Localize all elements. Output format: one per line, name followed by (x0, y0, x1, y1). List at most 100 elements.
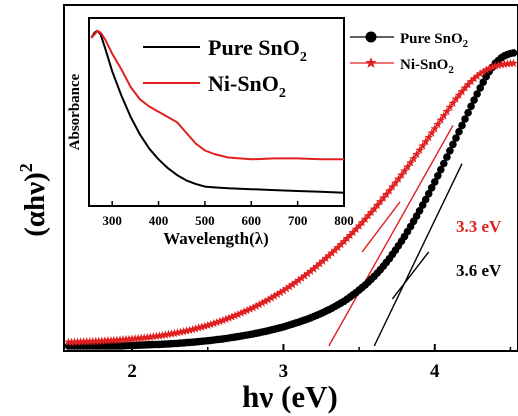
data-point-ni-sno2 (454, 90, 464, 99)
data-point-pure-sno2 (440, 159, 448, 168)
data-point-ni-sno2 (218, 315, 228, 325)
data-point-ni-sno2 (106, 335, 116, 345)
main-legend: Pure SnO2 Ni-SnO2 (350, 31, 469, 76)
data-point-pure-sno2 (461, 115, 469, 123)
data-point-ni-sno2 (400, 166, 409, 175)
data-point-ni-sno2 (448, 98, 458, 107)
data-point-ni-sno2 (394, 174, 403, 183)
data-point-ni-sno2 (354, 221, 364, 230)
data-point-ni-sno2 (276, 287, 285, 297)
main-legend-label-ni-sub: 2 (448, 64, 454, 76)
data-point-ni-sno2 (457, 86, 467, 96)
data-point-ni-sno2 (194, 323, 204, 332)
data-point-ni-sno2 (70, 337, 79, 346)
data-point-ni-sno2 (309, 264, 319, 273)
data-point-ni-sno2 (212, 317, 222, 327)
data-point-ni-sno2 (248, 303, 258, 312)
label-pointer-line-red (361, 201, 401, 253)
data-point-ni-sno2 (279, 286, 288, 295)
data-point-ni-sno2 (173, 328, 182, 337)
data-point-ni-sno2 (481, 65, 491, 74)
inset-x-tick-labels: 300 400 500 600 700 800 (102, 201, 354, 228)
data-point-ni-sno2 (88, 336, 98, 346)
data-point-ni-sno2 (245, 304, 255, 313)
data-point-ni-sno2 (291, 277, 300, 287)
data-point-ni-sno2 (167, 329, 176, 338)
data-point-ni-sno2 (273, 289, 282, 299)
main-x-axis-label: hν (eV) (242, 379, 338, 414)
data-point-ni-sno2 (127, 334, 137, 343)
data-point-ni-sno2 (179, 326, 188, 336)
data-point-ni-sno2 (294, 275, 303, 285)
data-point-ni-sno2 (97, 336, 107, 345)
data-point-ni-sno2 (76, 337, 86, 346)
data-point-ni-sno2 (442, 106, 452, 116)
inset-plot-frame (88, 17, 345, 207)
main-x-tick-labels: 2 3 4 (127, 344, 512, 382)
data-point-ni-sno2 (124, 334, 134, 343)
main-legend-label-ni-base: Ni-SnO (400, 57, 448, 73)
data-point-ni-sno2 (79, 337, 89, 346)
main-legend-marker-pure (365, 31, 377, 43)
data-point-ni-sno2 (254, 300, 264, 309)
data-point-ni-sno2 (288, 280, 297, 289)
data-point-ni-sno2 (242, 305, 252, 315)
data-point-ni-sno2 (324, 251, 334, 260)
data-point-ni-sno2 (451, 94, 461, 103)
data-point-ni-sno2 (436, 115, 446, 124)
main-legend-label-pure: Pure SnO2 (400, 31, 469, 50)
data-point-ni-sno2 (421, 137, 431, 146)
inset-x-tick-label: 400 (149, 213, 169, 228)
data-point-ni-sno2 (257, 298, 267, 307)
data-point-ni-sno2 (215, 316, 225, 326)
data-point-ni-sno2 (67, 337, 76, 346)
data-point-ni-sno2 (297, 273, 306, 282)
data-point-ni-sno2 (490, 61, 500, 70)
inset-data-series (90, 29, 345, 194)
data-point-ni-sno2 (91, 336, 101, 345)
data-point-ni-sno2 (233, 309, 243, 319)
data-point-ni-sno2 (433, 119, 443, 129)
data-point-pure-sno2 (509, 49, 518, 57)
data-point-ni-sno2 (118, 335, 128, 344)
inset-x-tick-label: 700 (288, 213, 308, 228)
data-point-ni-sno2 (381, 189, 391, 199)
inset-legend-label-pure-base: Pure SnO (208, 35, 300, 60)
main-y-axis-label: (αhν)2 (16, 163, 51, 237)
data-point-ni-sno2 (260, 296, 270, 306)
data-point-pure-sno2 (467, 102, 475, 111)
data-point-ni-sno2 (148, 332, 158, 341)
data-point-pure-sno2 (473, 90, 481, 98)
inset-legend-label-ni-sub: 2 (279, 86, 286, 101)
data-point-ni-sno2 (154, 331, 164, 340)
data-point-ni-sno2 (487, 62, 497, 72)
data-point-ni-sno2 (197, 322, 207, 331)
inset-x-tick-label: 600 (242, 213, 262, 228)
data-point-ni-sno2 (500, 59, 509, 68)
data-point-ni-sno2 (339, 237, 349, 246)
data-point-pure-sno2 (431, 178, 439, 186)
data-point-ni-sno2 (230, 311, 240, 320)
main-y-axis-label-base: (αhν) (19, 172, 51, 237)
inset-legend-label-ni-base: Ni-SnO (208, 71, 279, 96)
data-point-pure-sno2 (449, 140, 457, 149)
data-point-ni-sno2 (418, 141, 428, 150)
data-point-ni-sno2 (161, 330, 170, 339)
data-point-ni-sno2 (439, 111, 449, 120)
inset-legend-label-pure-sub: 2 (300, 50, 307, 65)
data-point-pure-sno2 (443, 153, 451, 161)
data-point-pure-sno2 (464, 108, 472, 117)
data-point-ni-sno2 (463, 80, 473, 89)
data-point-ni-sno2 (363, 211, 373, 220)
data-point-ni-sno2 (182, 326, 191, 335)
data-point-ni-sno2 (269, 291, 279, 300)
data-point-ni-sno2 (306, 266, 316, 276)
data-point-ni-sno2 (145, 332, 155, 341)
data-point-pure-sno2 (476, 84, 485, 92)
data-point-ni-sno2 (430, 124, 440, 133)
data-point-ni-sno2 (266, 293, 276, 302)
main-plot-frame (63, 4, 518, 352)
data-point-ni-sno2 (188, 324, 198, 334)
data-point-ni-sno2 (388, 182, 397, 191)
main-legend-label-ni: Ni-SnO2 (400, 57, 454, 76)
